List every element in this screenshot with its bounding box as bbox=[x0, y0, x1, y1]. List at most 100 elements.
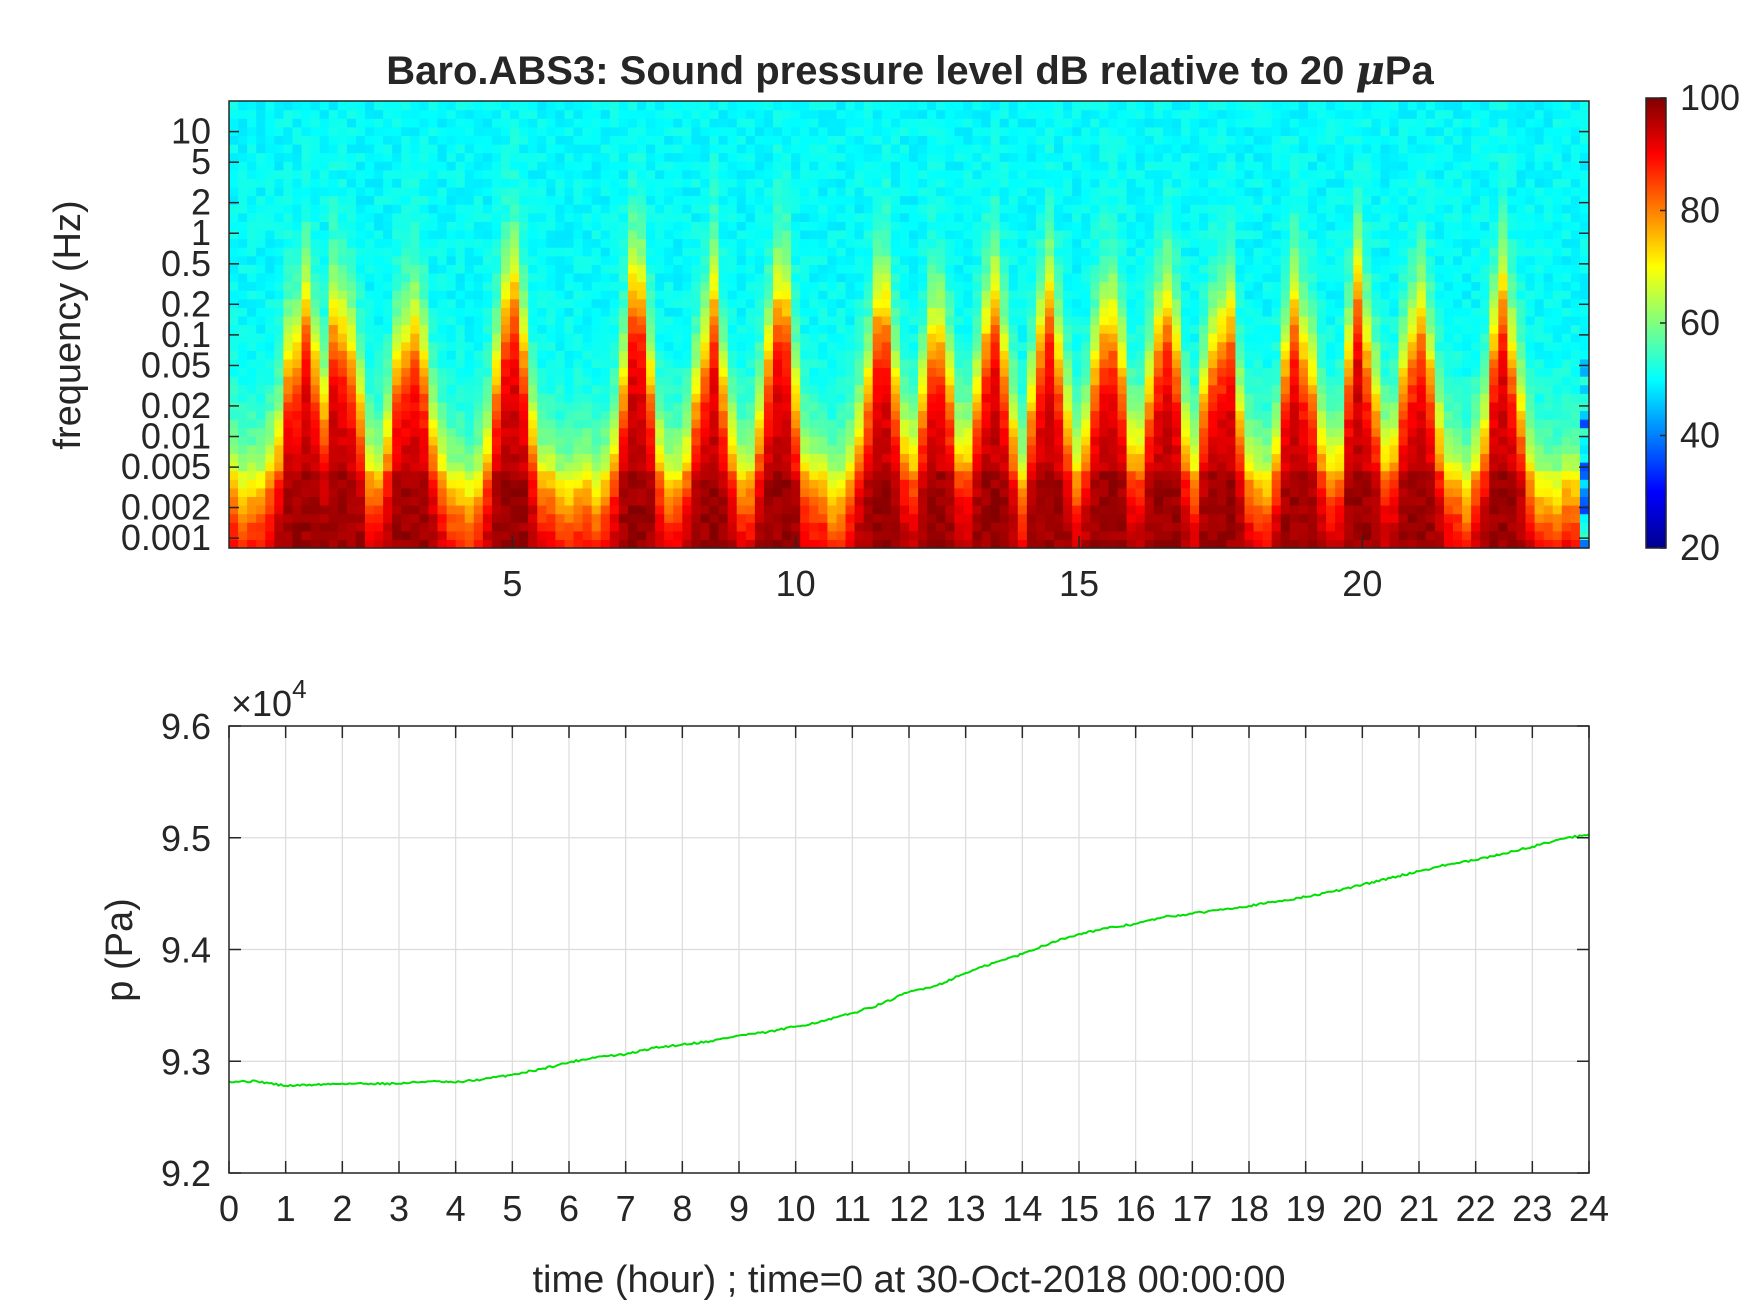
heatmap-cell bbox=[283, 324, 294, 334]
heatmap-cell bbox=[918, 393, 928, 403]
heatmap-cell bbox=[501, 384, 511, 394]
heatmap-cell bbox=[1017, 109, 1028, 119]
heatmap-cell bbox=[337, 178, 348, 188]
heatmap-cell bbox=[718, 161, 729, 171]
heatmap-cell bbox=[818, 367, 828, 377]
heatmap-cell bbox=[655, 470, 665, 480]
heatmap-cell bbox=[283, 341, 294, 351]
heatmap-cell bbox=[374, 427, 384, 437]
heatmap-cell bbox=[609, 384, 620, 394]
heatmap-cell bbox=[1054, 470, 1064, 480]
heatmap-cell bbox=[773, 126, 783, 136]
heatmap-cell bbox=[664, 221, 674, 231]
heatmap-cell bbox=[1063, 307, 1073, 317]
heatmap-cell bbox=[573, 126, 584, 136]
heatmap-cell bbox=[328, 204, 339, 214]
heatmap-cell bbox=[700, 539, 711, 549]
heatmap-cell bbox=[491, 204, 502, 214]
heatmap-cell bbox=[283, 109, 294, 119]
heatmap-cell bbox=[437, 109, 448, 119]
heatmap-cell bbox=[310, 212, 321, 222]
heatmap-cell bbox=[383, 118, 393, 128]
heatmap-cell bbox=[1072, 169, 1082, 179]
heatmap-cell bbox=[564, 410, 575, 420]
heatmap-cell bbox=[1072, 126, 1082, 136]
heatmap-cell bbox=[845, 264, 856, 274]
heatmap-cell bbox=[283, 307, 294, 317]
heatmap-cell bbox=[872, 247, 883, 257]
heatmap-cell bbox=[238, 307, 248, 317]
heatmap-cell bbox=[573, 436, 584, 446]
heatmap-cell bbox=[365, 221, 375, 231]
heatmap-cell bbox=[328, 161, 339, 171]
heatmap-cell bbox=[909, 186, 919, 197]
heatmap-cell bbox=[510, 358, 520, 369]
heatmap-cell bbox=[564, 479, 575, 489]
heatmap-cell bbox=[1008, 341, 1019, 351]
heatmap-cell bbox=[582, 109, 593, 119]
heatmap-cell bbox=[609, 264, 620, 274]
heatmap-cell bbox=[999, 393, 1010, 403]
heatmap-cell bbox=[1026, 143, 1037, 154]
heatmap-cell bbox=[854, 427, 865, 437]
heatmap-cell bbox=[782, 530, 792, 541]
heatmap-cell bbox=[1054, 281, 1064, 291]
heatmap-cell bbox=[274, 358, 284, 369]
heatmap-cell bbox=[491, 255, 502, 265]
heatmap-cell bbox=[274, 487, 284, 498]
heatmap-cell bbox=[800, 453, 810, 463]
heatmap-cell bbox=[637, 161, 647, 171]
heatmap-cell bbox=[773, 135, 783, 145]
heatmap-cell bbox=[972, 522, 983, 532]
heatmap-cell bbox=[1017, 186, 1028, 197]
heatmap-cell bbox=[800, 358, 810, 369]
heatmap-cell bbox=[410, 290, 420, 300]
heatmap-cell bbox=[1008, 290, 1019, 300]
heatmap-cell bbox=[546, 384, 556, 394]
heatmap-cell bbox=[990, 238, 1001, 248]
heatmap-cell bbox=[301, 272, 312, 283]
heatmap-cell bbox=[773, 453, 783, 463]
heatmap-cell bbox=[247, 272, 257, 283]
heatmap-cell bbox=[954, 479, 964, 489]
heatmap-cell bbox=[319, 255, 330, 265]
heatmap-cell bbox=[582, 419, 593, 429]
heatmap-cell bbox=[618, 161, 629, 171]
heatmap-cell bbox=[573, 350, 584, 360]
heatmap-cell bbox=[510, 161, 520, 171]
heatmap-cell bbox=[627, 161, 638, 171]
heatmap-cell bbox=[691, 178, 702, 188]
heatmap-cell bbox=[773, 367, 783, 377]
heatmap-cell bbox=[927, 161, 937, 171]
heatmap-cell bbox=[745, 298, 756, 308]
heatmap-cell bbox=[1081, 161, 1091, 171]
heatmap-cell bbox=[555, 221, 566, 231]
heatmap-cell bbox=[618, 186, 629, 197]
heatmap-cell bbox=[564, 315, 575, 326]
heatmap-cell bbox=[791, 135, 801, 145]
heatmap-cell bbox=[682, 419, 692, 429]
heatmap-cell bbox=[963, 410, 974, 420]
heatmap-cell bbox=[890, 427, 901, 437]
heatmap-cell bbox=[854, 109, 865, 119]
heatmap-cell bbox=[736, 135, 747, 145]
heatmap-cell bbox=[1072, 255, 1082, 265]
heatmap-cell bbox=[927, 393, 937, 403]
heatmap-cell bbox=[664, 462, 674, 472]
heatmap-cell bbox=[482, 333, 493, 343]
heatmap-cell bbox=[238, 298, 248, 308]
heatmap-cell bbox=[310, 350, 321, 360]
heatmap-cell bbox=[528, 470, 538, 480]
heatmap-cell bbox=[827, 143, 838, 154]
heatmap-cell bbox=[918, 281, 928, 291]
heatmap-cell bbox=[1026, 530, 1037, 541]
heatmap-cell bbox=[782, 341, 792, 351]
heatmap-cell bbox=[618, 221, 629, 231]
heatmap-cell bbox=[999, 135, 1010, 145]
heatmap-cell bbox=[319, 427, 330, 437]
heatmap-cell bbox=[582, 307, 593, 317]
heatmap-cell bbox=[754, 393, 765, 403]
heatmap-cell bbox=[328, 109, 339, 119]
heatmap-cell bbox=[328, 470, 339, 480]
heatmap-cell bbox=[863, 238, 874, 248]
